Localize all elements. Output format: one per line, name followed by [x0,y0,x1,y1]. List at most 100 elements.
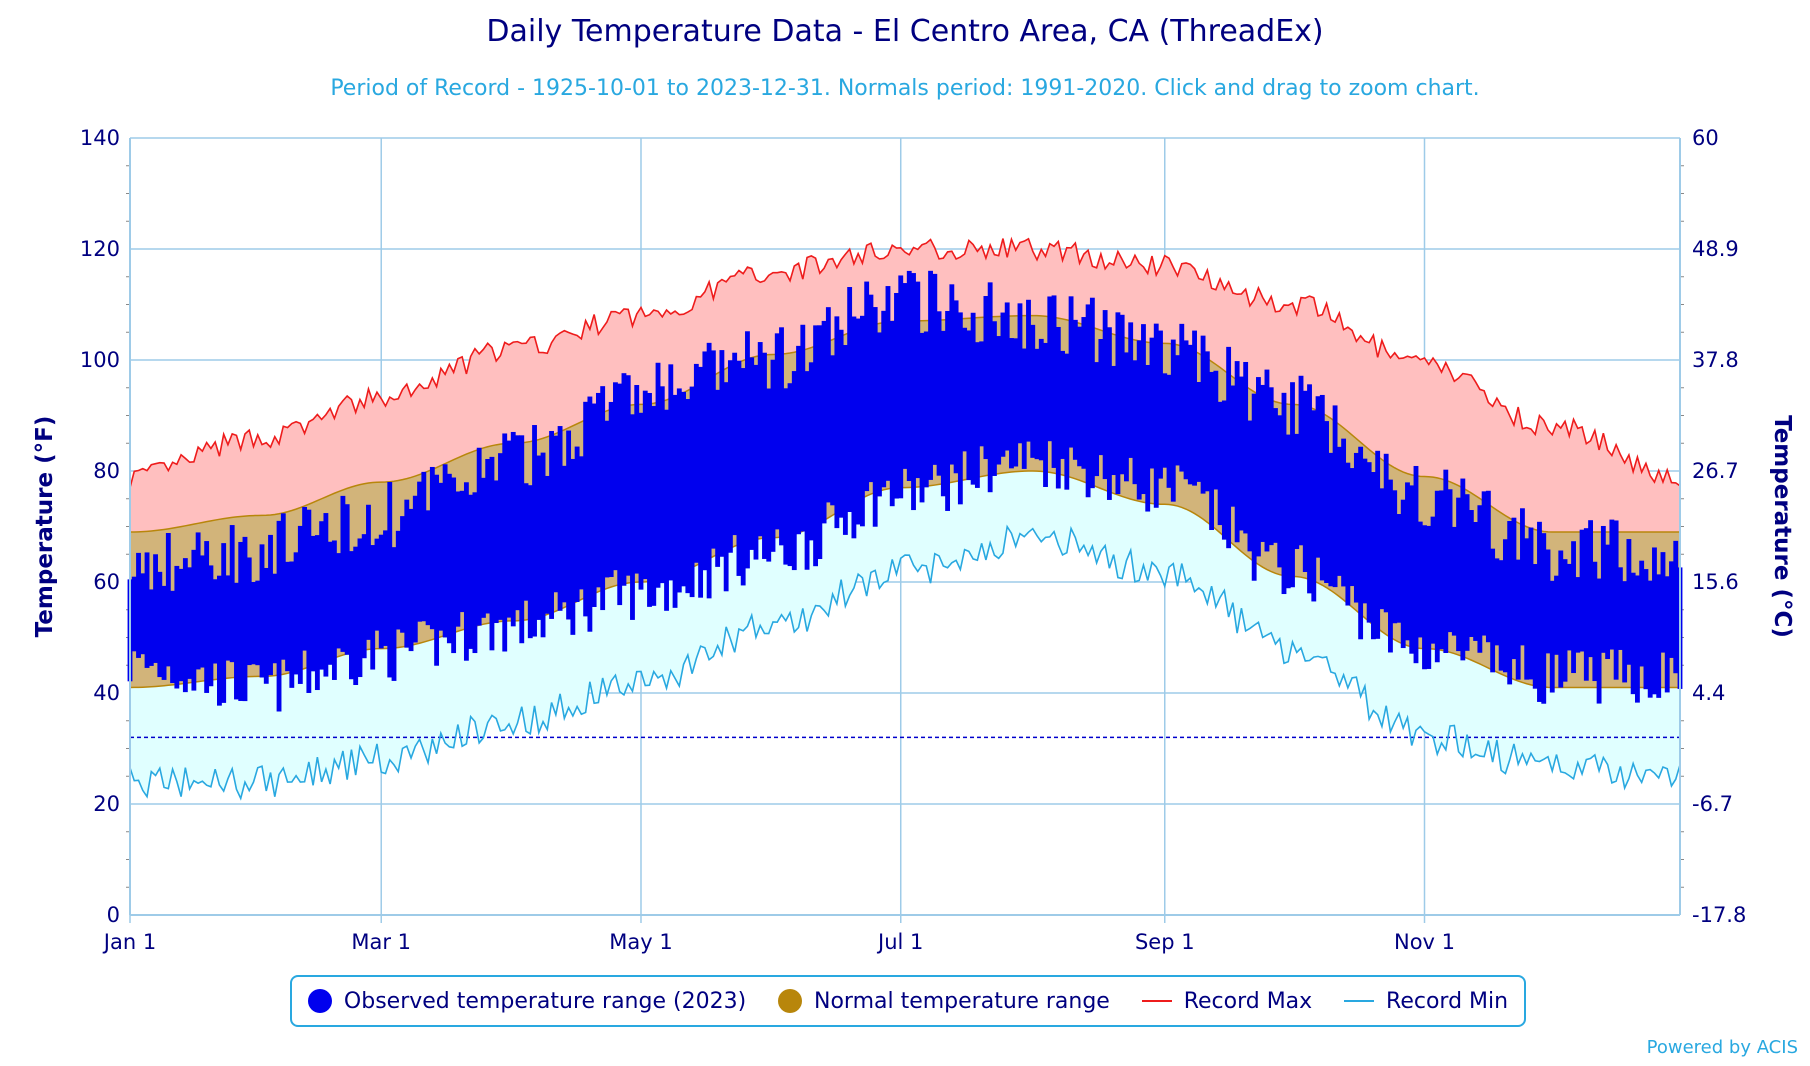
legend-item-observed[interactable]: Observed temperature range (2023) [307,989,746,1014]
observed-bar[interactable] [1639,560,1645,667]
observed-bar[interactable] [1383,453,1389,613]
observed-bar[interactable] [1226,346,1232,549]
observed-bar[interactable] [1349,468,1355,587]
observed-bar[interactable] [587,396,593,632]
observed-bar[interactable] [1524,538,1530,680]
observed-bar[interactable] [1332,405,1338,588]
observed-bar[interactable] [923,331,929,488]
observed-bar[interactable] [1451,526,1457,636]
observed-bar[interactable] [1285,434,1291,589]
observed-bar[interactable] [838,329,844,518]
observed-bar[interactable] [1358,446,1364,640]
observed-bar[interactable] [276,520,282,712]
observed-bar[interactable] [1400,499,1406,649]
observed-bar[interactable] [327,541,333,665]
observed-bar[interactable] [1200,335,1206,494]
observed-bar[interactable] [1009,338,1014,469]
observed-bar[interactable] [957,312,963,505]
observed-bar[interactable] [745,331,750,569]
observed-bar[interactable] [472,492,478,654]
observed-bar[interactable] [519,435,525,644]
observed-bar[interactable] [144,552,150,668]
observed-bar[interactable] [234,582,239,700]
observed-bar[interactable] [1017,303,1023,444]
legend-item-record-min[interactable]: Record Min [1344,989,1508,1014]
observed-bar[interactable] [1247,420,1253,552]
observed-bar[interactable] [1541,533,1547,704]
observed-bar[interactable] [421,471,427,622]
observed-bar[interactable] [855,318,861,525]
legend-item-record-max[interactable]: Record Max [1141,989,1312,1014]
observed-bar[interactable] [412,495,418,643]
observed-bar[interactable] [293,552,299,675]
observed-bar[interactable] [1077,326,1083,467]
observed-bar[interactable] [434,474,440,666]
observed-bar[interactable] [1409,485,1415,654]
observed-bar[interactable] [966,330,972,481]
observed-bar[interactable] [510,431,516,627]
observed-bar[interactable] [1643,569,1649,690]
observed-bar[interactable] [446,473,452,644]
observed-bar[interactable] [1609,519,1615,650]
observed-bar[interactable] [161,585,167,680]
observed-bar[interactable] [1460,478,1466,661]
observed-bar[interactable] [1089,297,1095,489]
observed-bar[interactable] [1405,482,1410,641]
observed-bar[interactable] [1234,361,1240,543]
observed-bar[interactable] [796,345,801,535]
observed-bar[interactable] [1251,393,1257,581]
observed-bar[interactable] [953,300,959,474]
observed-bar[interactable] [1447,489,1453,633]
observed-bar[interactable] [740,368,746,586]
observed-bar[interactable] [702,351,708,571]
observed-bar[interactable] [331,540,337,680]
observed-bar[interactable] [1085,304,1091,498]
observed-bar[interactable] [919,332,925,503]
observed-bar[interactable] [834,316,840,529]
observed-bar[interactable] [1260,384,1266,542]
observed-bar[interactable] [1064,353,1070,490]
observed-bar[interactable] [885,286,891,481]
observed-bar[interactable] [949,284,955,465]
observed-bar[interactable] [1660,552,1666,653]
observed-bar[interactable] [970,312,976,485]
observed-bar[interactable] [753,364,759,560]
observed-bar[interactable] [983,296,989,460]
observed-bar[interactable] [1515,559,1521,680]
observed-bar[interactable] [996,336,1002,465]
observed-bar[interactable] [1124,352,1129,482]
observed-bar[interactable] [723,382,729,592]
observed-bar[interactable] [212,579,218,664]
observed-bar[interactable] [1634,575,1640,703]
observed-bar[interactable] [336,553,342,649]
observed-bar[interactable] [676,388,682,593]
observed-bar[interactable] [664,409,669,611]
observed-bar[interactable] [1047,296,1053,442]
observed-bar[interactable] [872,307,878,527]
observed-bar[interactable] [1566,563,1572,651]
observed-bar[interactable] [1315,396,1321,558]
observed-bar[interactable] [608,401,614,578]
observed-bar[interactable] [1072,319,1078,460]
observed-bar[interactable] [1652,547,1657,695]
observed-bar[interactable] [1290,382,1295,588]
observed-bar[interactable] [544,475,550,614]
observed-bar[interactable] [1183,340,1189,480]
observed-bar[interactable] [1013,338,1019,467]
observed-bar[interactable] [881,310,887,488]
observed-bar[interactable] [732,352,738,536]
observed-bar[interactable] [1328,452,1334,587]
observed-bar[interactable] [1379,488,1385,610]
observed-bar[interactable] [357,538,363,678]
observed-bar[interactable] [902,283,908,469]
observed-bar[interactable] [285,561,290,672]
observed-bar[interactable] [280,513,286,660]
observed-bar[interactable] [1494,558,1500,646]
observed-bar[interactable] [1532,564,1538,689]
observed-bar[interactable] [936,311,942,476]
observed-bar[interactable] [468,494,474,649]
observed-bar[interactable] [1426,525,1432,669]
observed-bar[interactable] [1375,450,1381,639]
observed-bar[interactable] [174,565,180,689]
observed-bar[interactable] [1464,494,1470,651]
